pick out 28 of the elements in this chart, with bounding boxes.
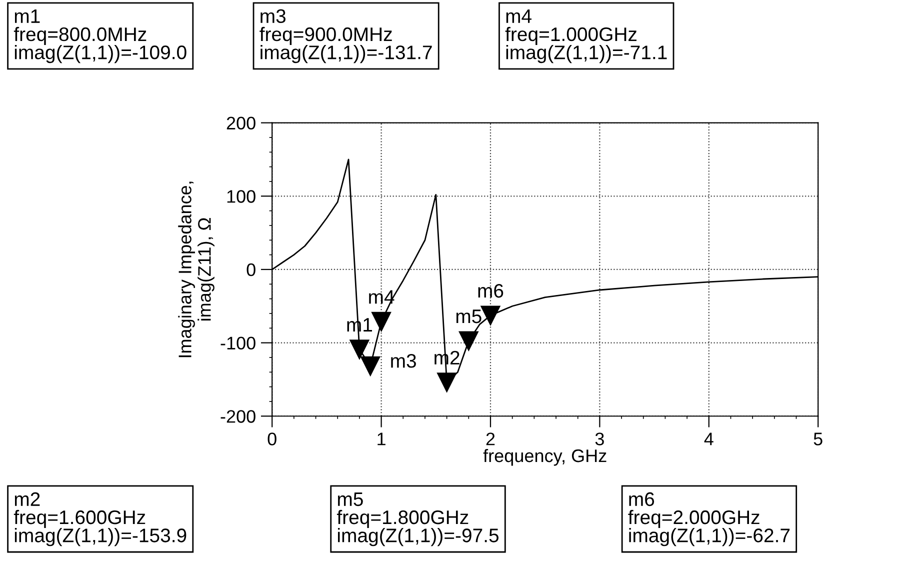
point [480,306,500,326]
y-tick-label: -200 [220,410,256,423]
annotation: m5 [456,310,482,324]
text: m6 freq=2.000GHz imag(Z(1,1))=-62.7 [628,492,790,546]
x-tick-label: 2 [486,432,495,446]
y-axis-title: Imaginary Impedance, imag(Z11), Ω [178,182,214,358]
y-tick-label: 0 [246,263,256,276]
y-tick-label: 200 [226,116,256,130]
point [350,340,370,360]
point [458,331,478,351]
point [360,356,380,376]
x-tick-label: 1 [378,432,386,446]
point [437,372,457,392]
annotation: m3 [391,354,416,368]
x-tick-label: 3 [595,432,604,446]
x-tick-label: 0 [268,432,276,446]
point [372,312,392,332]
text: m1 freq=800.0MHz imag(Z(1,1))=-109.0 [14,9,186,64]
annotation: m6 [478,284,504,298]
y-tick-label: 100 [227,190,256,203]
y-tick-label: -100 [220,336,256,350]
text: m5 freq=1.800GHz imag(Z(1,1))=-97.5 [336,492,499,546]
x-tick-label: 4 [704,432,714,446]
x-tick-label: 5 [814,432,822,446]
text: m3 freq=900.0MHz imag(Z(1,1))=-131.7 [260,9,432,64]
x-axis-title: frequency, GHz [483,448,606,466]
text: m4 freq=1.000GHz imag(Z(1,1))=-71.1 [505,9,667,64]
text: m2 freq=1.600GHz imag(Z(1,1))=-153.9 [14,492,186,546]
